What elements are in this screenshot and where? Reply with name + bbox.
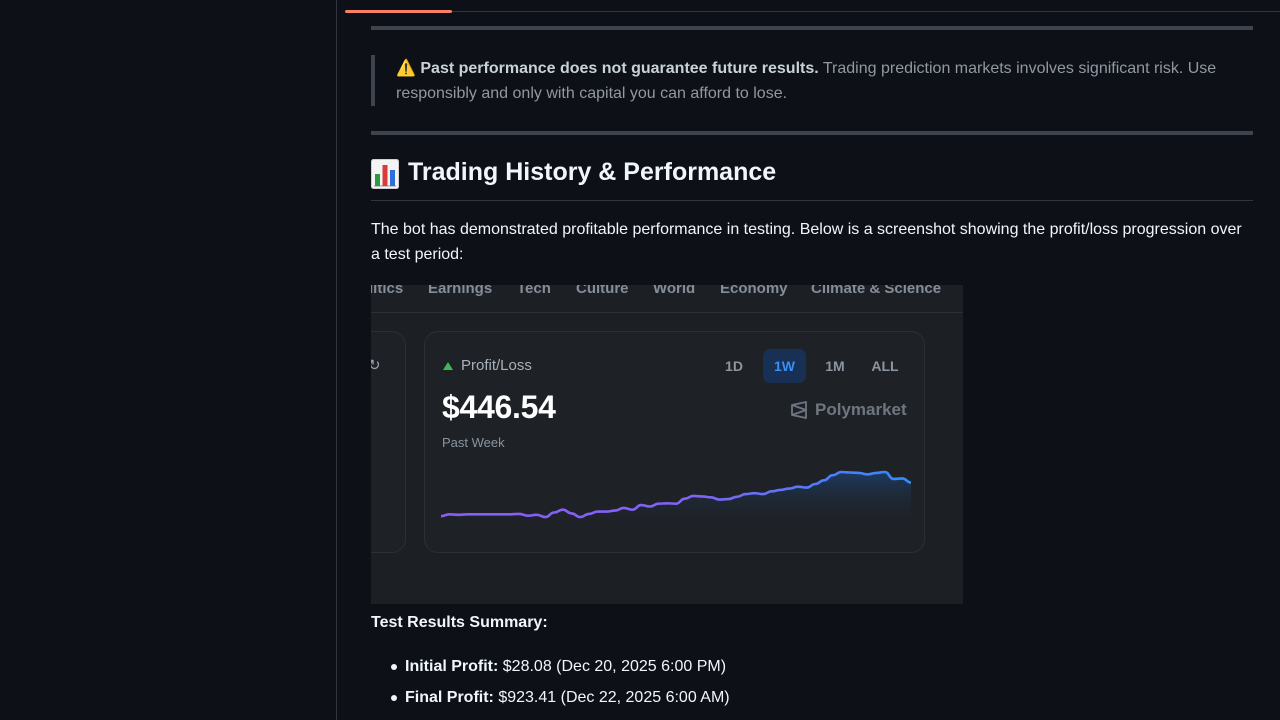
range-1m-button: 1M (825, 358, 845, 374)
final-profit-value: $923.41 (Dec 22, 2025 6:00 AM) (493, 689, 730, 706)
nav-item-economy: Economy (720, 285, 788, 297)
horizontal-rule (371, 131, 1253, 135)
nav-item-world: World (653, 285, 696, 297)
profit-loss-sparkline (441, 470, 911, 526)
profit-loss-label-text: Profit/Loss (461, 357, 532, 374)
intro-paragraph: The bot has demonstrated profitable perf… (371, 221, 1242, 263)
summary-list: Initial Profit: $28.08 (Dec 20, 2025 6:0… (371, 654, 1253, 716)
horizontal-rule (371, 26, 1253, 30)
section-heading: Trading History & Performance (371, 158, 1253, 201)
nav-item-culture: Culture (576, 285, 629, 297)
profit-loss-screenshot: litics Earnings Tech Culture World Econo… (371, 285, 963, 604)
profit-loss-value: $446.54 (442, 389, 556, 425)
polymarket-brand-text: Polymarket (815, 400, 907, 419)
bar-chart-icon (371, 159, 399, 189)
warning-text: Trading prediction markets involves sign… (396, 60, 1217, 102)
profit-loss-label: Profit/Loss (443, 357, 532, 374)
warning-icon: ⚠️ (396, 58, 416, 77)
up-triangle-icon (443, 361, 453, 370)
range-all-button: ALL (871, 358, 899, 374)
initial-profit-value: $28.08 (Dec 20, 2025 6:00 PM) (498, 658, 727, 675)
polymarket-brand: Polymarket (790, 400, 907, 420)
range-1d-button: 1D (725, 358, 743, 374)
range-1w-button: 1W (763, 349, 806, 383)
tab-strip-border (345, 11, 1280, 12)
initial-profit-label: Initial Profit: (405, 658, 499, 675)
list-item: Final Profit: $923.41 (Dec 22, 2025 6:00… (371, 685, 1253, 716)
sparkline-line (441, 470, 911, 519)
nav-item-politics: litics (371, 285, 404, 297)
sidebar-divider (336, 0, 337, 720)
profit-loss-period: Past Week (442, 435, 505, 450)
section-heading-text: Trading History & Performance (408, 158, 777, 186)
left-sidebar (0, 0, 336, 720)
category-nav: litics Earnings Tech Culture World Econo… (371, 285, 963, 313)
summary-heading: Test Results Summary: (371, 614, 548, 631)
adjacent-card (371, 331, 406, 553)
profit-loss-card: Profit/Loss $446.54 Past Week 1D 1W 1M A… (424, 331, 925, 553)
risk-warning-blockquote: ⚠️ Past performance does not guarantee f… (371, 55, 1253, 106)
nav-item-tech: Tech (517, 285, 551, 297)
nav-item-climate-science: Climate & Science (811, 285, 942, 297)
list-item: Initial Profit: $28.08 (Dec 20, 2025 6:0… (371, 654, 1253, 685)
warning-bold-text: Past performance does not guarantee futu… (420, 60, 819, 77)
nav-item-earnings: Earnings (428, 285, 493, 297)
active-tab-indicator (345, 10, 452, 13)
refresh-icon: ↻ (371, 357, 381, 374)
polymarket-logo-icon (791, 401, 807, 419)
final-profit-label: Final Profit: (405, 689, 494, 706)
sparkline-area (441, 472, 911, 526)
